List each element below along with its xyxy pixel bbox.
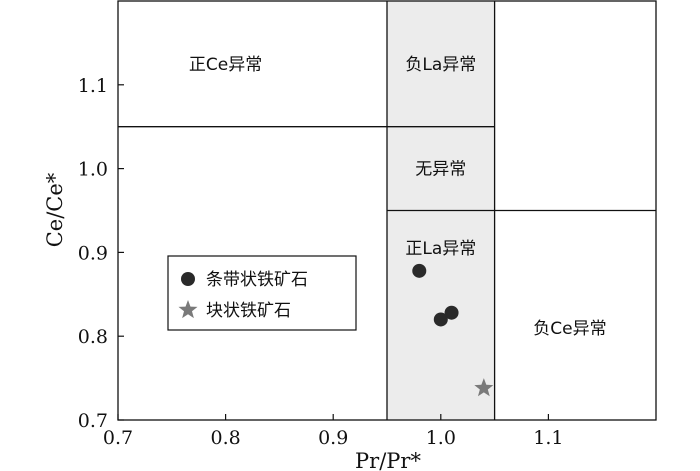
- y-tick-label: 1.0: [78, 159, 108, 181]
- region-label: 正Ce异常: [189, 55, 262, 75]
- data-point-star: [474, 378, 494, 397]
- region-label: 负La异常: [405, 55, 476, 75]
- y-tick-label: 0.8: [78, 326, 108, 348]
- data-point-circle: [444, 305, 459, 320]
- x-tick-label: 1.1: [533, 427, 563, 449]
- region-label: 负Ce异常: [533, 319, 606, 339]
- x-tick-label: 1.0: [426, 427, 456, 449]
- x-tick-label: 0.7: [103, 427, 133, 449]
- y-tick-label: 0.7: [78, 410, 108, 432]
- y-axis-tick-labels: 0.7 0.8 0.9 1.0 1.1: [78, 75, 108, 432]
- y-axis-title: Ce/Ce*: [43, 172, 67, 247]
- x-axis-title: Pr/Pr*: [355, 449, 421, 471]
- legend-label-banded-iron: 条带状铁矿石: [206, 270, 308, 290]
- plot-frame: [117, 0, 657, 421]
- region-label: 无异常: [415, 160, 466, 180]
- data-points: [412, 263, 494, 397]
- y-tick-label: 0.9: [78, 242, 108, 264]
- y-tick-label: 1.1: [78, 75, 108, 97]
- legend-star-marker: [178, 300, 198, 319]
- region-label: 正La异常: [405, 239, 476, 259]
- x-tick-label: 0.8: [210, 427, 240, 449]
- legend-box: [167, 255, 357, 331]
- legend-label-massive-iron: 块状铁矿石: [206, 301, 291, 321]
- x-tick-label: 0.9: [318, 427, 348, 449]
- data-point-circle: [412, 263, 427, 278]
- x-axis-ticks: [117, 414, 550, 420]
- data-point-circle: [433, 312, 448, 327]
- y-axis-ticks: [118, 84, 124, 421]
- legend: 条带状铁矿石 块状铁矿石: [167, 255, 357, 331]
- legend-circle-marker: [181, 272, 195, 286]
- x-axis-tick-labels: 0.7 0.8 0.9 1.0 1.1: [103, 427, 564, 449]
